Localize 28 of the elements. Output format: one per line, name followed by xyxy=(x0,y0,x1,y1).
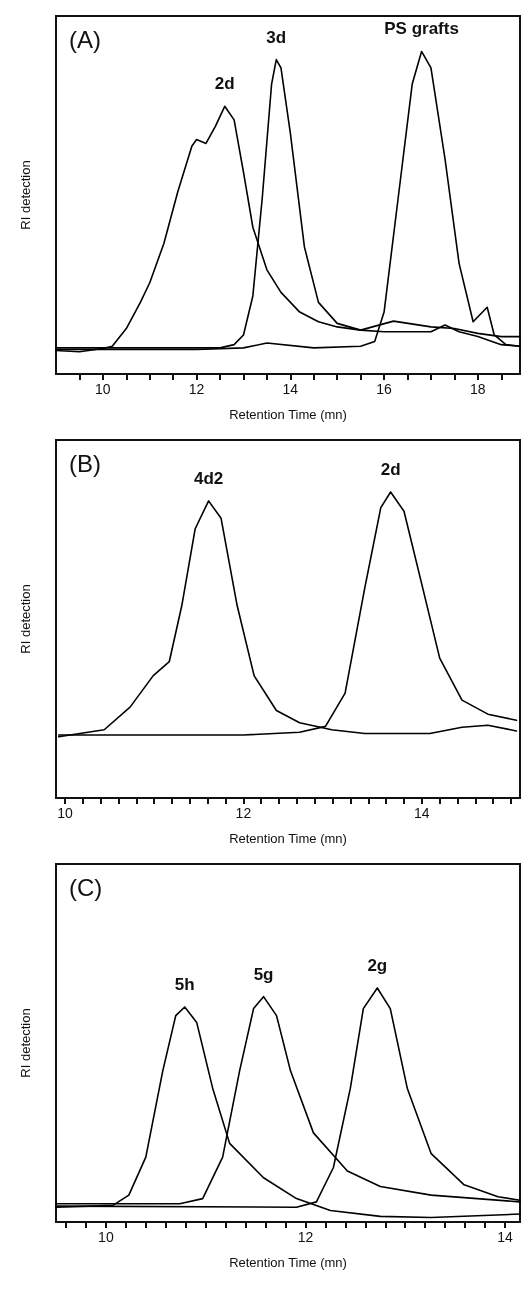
chart-title: (B) xyxy=(69,449,101,477)
x-tick-label: 10 xyxy=(57,805,73,821)
x-tick-label: 10 xyxy=(95,381,111,397)
x-axis-title: Retention Time (mn) xyxy=(229,407,347,422)
x-tick-label: 14 xyxy=(414,805,430,821)
series-label: 2d xyxy=(380,460,401,480)
series-label: 4d2 xyxy=(193,468,224,488)
x-tick-label: 18 xyxy=(470,381,486,397)
x-tick-label: 14 xyxy=(282,381,299,397)
y-axis-title: RI detection xyxy=(18,1008,33,1078)
series-label: 5g xyxy=(253,964,274,984)
series-label: 3d xyxy=(266,27,287,47)
y-axis-title: RI detection xyxy=(18,584,33,654)
x-axis-title: Retention Time (mn) xyxy=(229,831,347,846)
x-axis-title: Retention Time (mn) xyxy=(229,1255,347,1270)
x-tick-label: 12 xyxy=(188,381,205,397)
series-label: 2g xyxy=(367,956,388,976)
y-axis-title: RI detection xyxy=(18,160,33,230)
series-label: 5h xyxy=(174,974,195,994)
x-tick-label: 12 xyxy=(297,1229,314,1245)
chart-title: (A) xyxy=(69,25,101,53)
chart-title: (C) xyxy=(69,873,103,901)
series-label: 2d xyxy=(214,74,235,94)
x-tick-label: 16 xyxy=(376,381,393,397)
x-tick-label: 10 xyxy=(98,1229,114,1245)
series-label: PS grafts xyxy=(384,19,459,39)
x-tick-label: 12 xyxy=(235,805,252,821)
x-tick-label: 14 xyxy=(497,1229,514,1245)
